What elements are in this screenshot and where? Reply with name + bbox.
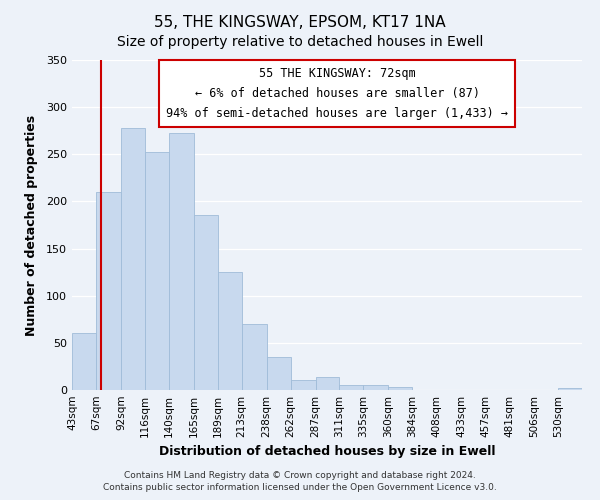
Bar	[242, 324, 266, 390]
Bar	[218, 272, 242, 390]
Bar	[340, 386, 364, 390]
Text: 55 THE KINGSWAY: 72sqm
← 6% of detached houses are smaller (87)
94% of semi-deta: 55 THE KINGSWAY: 72sqm ← 6% of detached …	[166, 66, 508, 120]
Y-axis label: Number of detached properties: Number of detached properties	[25, 114, 38, 336]
Text: 55, THE KINGSWAY, EPSOM, KT17 1NA: 55, THE KINGSWAY, EPSOM, KT17 1NA	[154, 15, 446, 30]
Bar	[72, 334, 96, 390]
Bar	[266, 357, 290, 390]
Bar	[169, 132, 194, 390]
Bar	[388, 387, 412, 390]
Bar	[194, 214, 218, 390]
Bar	[558, 388, 582, 390]
Bar	[364, 386, 388, 390]
Bar	[96, 192, 121, 390]
Text: Contains HM Land Registry data © Crown copyright and database right 2024.
Contai: Contains HM Land Registry data © Crown c…	[103, 471, 497, 492]
X-axis label: Distribution of detached houses by size in Ewell: Distribution of detached houses by size …	[159, 446, 495, 458]
Bar	[121, 128, 145, 390]
Bar	[316, 377, 340, 390]
Bar	[290, 380, 316, 390]
Bar	[145, 152, 169, 390]
Text: Size of property relative to detached houses in Ewell: Size of property relative to detached ho…	[117, 35, 483, 49]
